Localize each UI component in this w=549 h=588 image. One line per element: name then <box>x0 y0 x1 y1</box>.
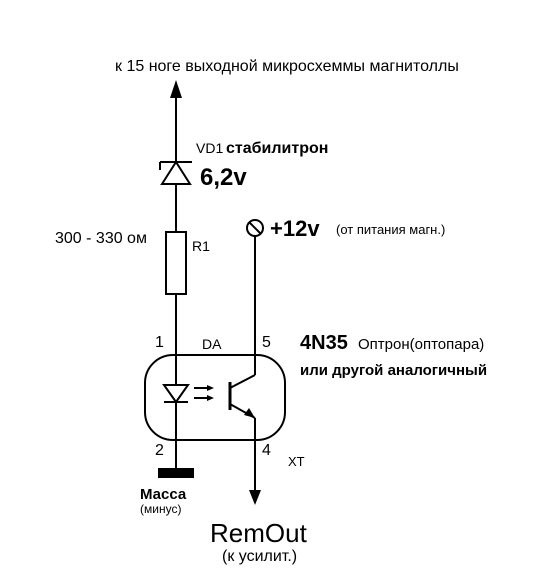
da-label: DA <box>202 336 221 352</box>
top-note: к 15 ноге выходной микросхеммы магнитолл… <box>115 58 459 76</box>
pin5: 5 <box>262 334 271 352</box>
opto-alt: или другой аналогичный <box>300 362 487 379</box>
massa-label: Масса <box>140 486 186 503</box>
opto-label: Оптрон(оптопара) <box>358 336 484 353</box>
voltage-6-2: 6,2v <box>200 164 247 192</box>
vd1-label: VD1 <box>196 140 223 156</box>
xt-label: XT <box>288 454 305 469</box>
to-amp-label: (к усилит.) <box>222 548 297 566</box>
remout-label: RemOut <box>210 518 307 549</box>
power-note: (от питания магн.) <box>336 222 445 237</box>
pin1: 1 <box>155 334 164 352</box>
r1-label: R1 <box>192 238 210 254</box>
plus-12v: +12v <box>270 216 320 242</box>
pin2: 2 <box>155 442 164 460</box>
pin4: 4 <box>262 442 271 460</box>
opto-model: 4N35 <box>300 332 348 355</box>
minus-label: (минус) <box>140 502 181 516</box>
stabilitron-label: стабилитрон <box>226 140 328 158</box>
resistor-value: 300 - 330 ом <box>55 230 147 248</box>
